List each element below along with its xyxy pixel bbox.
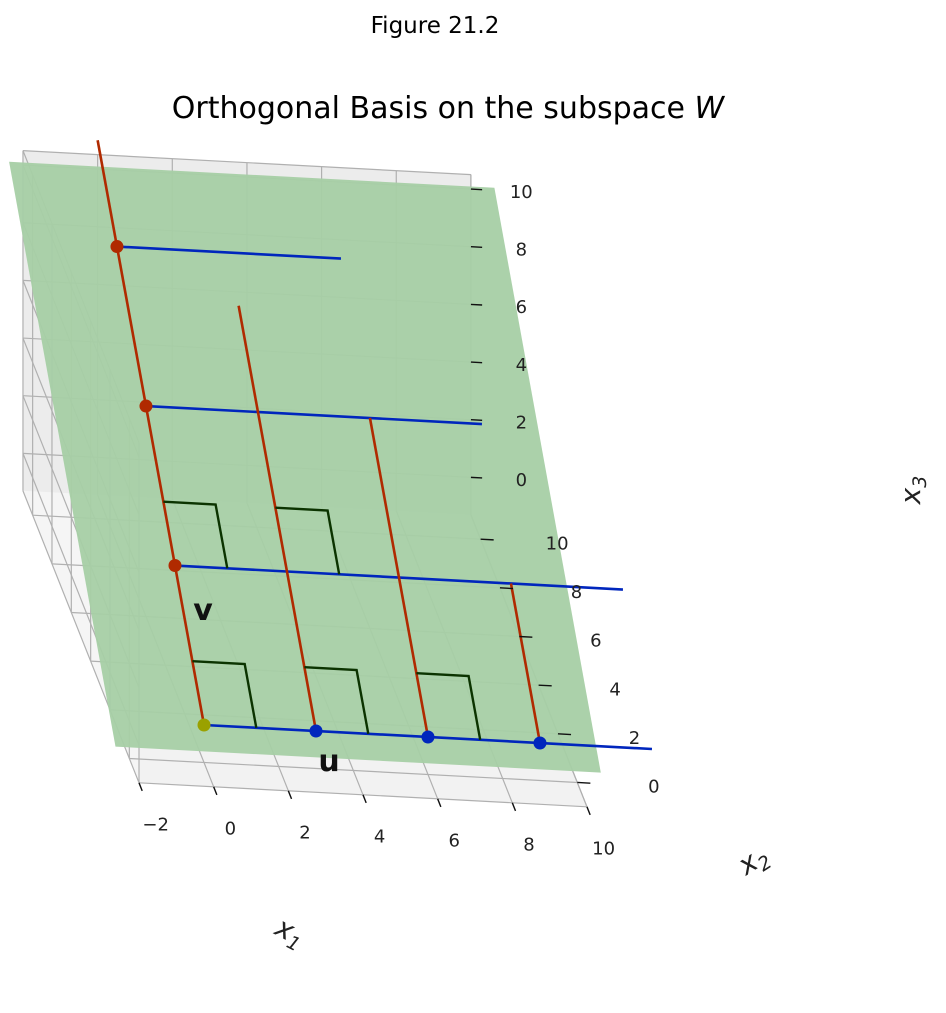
x3-tick [470,419,483,422]
x1-tick-label: 10 [592,839,615,860]
u-direction-line [145,404,483,426]
subspace-plane-layer [9,161,601,773]
v-multiple-point [110,240,124,254]
x1-tick [586,806,591,816]
right-angle-marker [163,500,229,569]
x1-tick [213,786,218,796]
v-multiple-point [139,399,153,413]
x3-tick-label: 2 [516,412,527,433]
x1-tick [511,802,517,812]
subspace-plane-w [9,161,601,773]
x1-tick [138,782,143,792]
vector-label-u: u [318,744,339,779]
chart-title: Orthogonal Basis on the subspace W [172,91,726,126]
x3-tick [470,361,483,364]
x2-tick [557,733,572,736]
v-direction-line [509,583,542,744]
vector-label-v: v [193,593,213,628]
x3-tick-label: 0 [516,470,527,491]
x1-tick-label: −2 [142,815,169,836]
x2-tick-label: 8 [571,582,582,603]
x1-axis-label: x1 [267,910,310,956]
data-points [110,240,547,750]
right-angle-marker [192,660,258,729]
v-direction-line [96,140,206,726]
x1-tick-label: 8 [523,835,534,856]
x3-tick [470,303,483,306]
x2-tick-label: 10 [546,533,569,554]
x2-tick [577,781,591,784]
grid-line [129,757,578,784]
x2-tick-label: 6 [590,631,601,652]
x3-axis-label: x3 [894,476,931,506]
data-lines [96,140,653,751]
x3-tick-label: 4 [516,355,527,376]
x3-tick-label: 10 [510,182,533,203]
right-angle-marker [304,666,370,735]
x2-tick [480,538,494,541]
x1-tick-label: 0 [225,819,236,840]
figure-label: Figure 21.2 [371,13,500,39]
x3-tick [470,476,483,479]
x2-tick-label: 2 [629,728,640,749]
x2-tick [519,635,533,638]
axes: −2 0 2 4 6 8 10 0 2 4 6 8 10 0 2 4 6 8 10 [138,182,660,860]
right-angle-marker [416,672,482,741]
u-multiple-point [309,724,323,738]
x1-tick-label: 2 [299,823,310,844]
u-multiple-point [421,730,435,744]
x3-tick-label: 6 [516,297,527,318]
x1-tick-label: 6 [449,831,460,852]
v-direction-line [368,417,430,738]
u-multiple-point [533,736,547,750]
x1-tick [362,794,367,804]
x3-tick [470,246,483,249]
x1-tick [287,790,293,800]
x2-tick-label: 4 [609,679,620,700]
u-direction-line [116,245,342,260]
x1-tick-label: 4 [374,827,385,848]
x3-tick [470,188,483,191]
right-angle-markers [163,500,482,741]
x1-tick [436,798,442,808]
x2-tick [499,587,514,590]
pane-edge [22,150,471,176]
x2-tick-label: 0 [648,777,659,798]
right-angle-marker [275,506,341,575]
x2-axis-label: x2 [731,838,776,885]
v-multiple-point [168,559,182,573]
origin-point [197,718,211,732]
v-direction-line [237,305,318,732]
x2-tick [538,684,552,687]
x3-tick-label: 8 [516,239,527,260]
